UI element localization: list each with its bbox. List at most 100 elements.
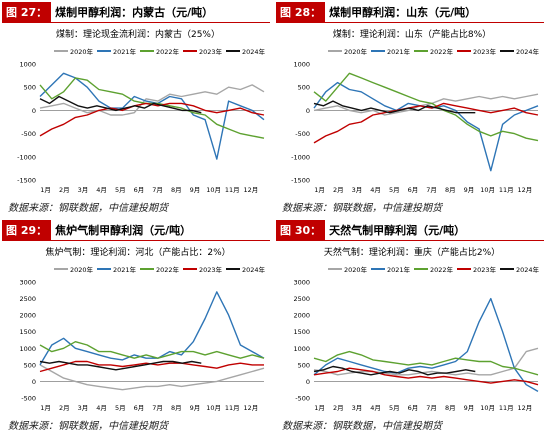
y-tick-label: 1000	[293, 61, 310, 69]
y-tick-label: -500	[21, 130, 36, 138]
x-tick-label: 8月	[445, 186, 456, 194]
figure-header: 图 30： 天然气制甲醇利润（元/吨）	[276, 220, 544, 241]
legend-label: 2021年	[113, 265, 137, 274]
series-line-2022年	[313, 350, 539, 376]
x-tick-label: 8月	[171, 186, 182, 194]
series-line-2023年	[313, 367, 539, 386]
legend-label: 2020年	[70, 47, 94, 56]
series-line-2023年	[39, 102, 265, 137]
legend-label: 2023年	[199, 265, 223, 274]
y-tick-label: 0	[32, 107, 36, 115]
series-line-2024年	[39, 360, 202, 371]
legend-label: 2024年	[242, 47, 266, 56]
y-tick-label: -500	[295, 130, 310, 138]
series-line-2020年	[313, 347, 539, 376]
x-tick-label: 10月	[206, 404, 221, 412]
x-tick-label: 7月	[426, 404, 437, 412]
series-line-2020年	[313, 93, 539, 116]
figure-source: 数据来源：钢联数据，中信建投期货	[282, 203, 442, 214]
x-tick-label: 6月	[134, 404, 145, 412]
y-tick-label: 0	[306, 378, 310, 386]
figure-panel-28: 图 28： 煤制甲醇利润：山东（元/吨） 煤制：理论利润：山东（产能占比8%） 2…	[276, 0, 548, 216]
figure-number-badge: 图 29：	[2, 220, 52, 240]
figure-source: 数据来源：钢联数据，中信建投期货	[8, 421, 168, 432]
x-tick-label: 5月	[115, 404, 126, 412]
y-tick-label: 1000	[19, 345, 36, 353]
y-tick-label: 500	[298, 84, 310, 92]
y-tick-label: 1500	[293, 328, 310, 336]
x-tick-label: 9月	[464, 404, 475, 412]
x-tick-label: 1月	[40, 404, 51, 412]
x-tick-label: 3月	[352, 186, 363, 194]
x-tick-label: 5月	[115, 186, 126, 194]
x-tick-label: 10月	[206, 186, 221, 194]
legend-label: 2021年	[387, 47, 411, 56]
legend-label: 2020年	[70, 265, 94, 274]
x-tick-label: 2月	[59, 404, 70, 412]
y-tick-label: 500	[24, 84, 36, 92]
legend-label: 2020年	[344, 47, 368, 56]
x-tick-label: 9月	[190, 186, 201, 194]
legend-label: 2022年	[156, 265, 180, 274]
legend-label: 2020年	[344, 265, 368, 274]
y-tick-label: 2000	[293, 312, 310, 320]
chart-inner-mongolia: 煤制：理论现金流利润：内蒙古（25%） 2020年 2021年 2022年 2023年 2…	[17, 28, 266, 194]
x-tick-label: 4月	[96, 404, 107, 412]
series-line-2020年	[39, 364, 265, 391]
chart-title: 天然气制：理论利润：重庆（产能占比2%）	[324, 246, 500, 258]
series-line-2020年	[39, 84, 265, 116]
y-tick-label: 2500	[293, 295, 310, 303]
x-tick-label: 4月	[96, 186, 107, 194]
x-tick-label: 5月	[389, 186, 400, 194]
y-tick-label: 0	[32, 378, 36, 386]
legend-label: 2023年	[199, 47, 223, 56]
y-tick-label: -1500	[17, 177, 36, 185]
series-line-2024年	[39, 95, 202, 114]
y-tick-label: 1000	[19, 61, 36, 69]
legend-label: 2021年	[387, 265, 411, 274]
figure-source: 数据来源：钢联数据，中信建投期货	[282, 421, 442, 432]
chart-title: 煤制：理论现金流利润：内蒙古（25%）	[56, 28, 220, 40]
x-tick-label: 9月	[190, 404, 201, 412]
x-tick-label: 3月	[78, 404, 89, 412]
x-tick-label: 10月	[480, 186, 495, 194]
y-tick-label: 3000	[293, 279, 310, 287]
chart-hebei-coke-gas: 焦炉气制：理论利润：河北（产能占比：2%） 2020年 2021年 2022年 2023…	[19, 246, 266, 412]
x-tick-label: 12月	[518, 186, 533, 194]
x-tick-label: 7月	[152, 404, 163, 412]
x-tick-label: 8月	[445, 404, 456, 412]
figure-header: 图 28： 煤制甲醇利润：山东（元/吨）	[276, 2, 544, 23]
legend-label: 2021年	[113, 47, 137, 56]
legend-label: 2024年	[516, 265, 540, 274]
y-tick-label: 2000	[19, 312, 36, 320]
x-tick-label: 1月	[314, 186, 325, 194]
x-tick-label: 4月	[370, 186, 381, 194]
x-tick-label: 5月	[389, 404, 400, 412]
y-tick-label: -1000	[17, 153, 36, 161]
x-tick-label: 11月	[225, 186, 240, 194]
y-tick-label: 0	[306, 107, 310, 115]
y-tick-label: -500	[295, 395, 310, 403]
y-tick-label: 500	[298, 361, 310, 369]
series-line-2021年	[313, 81, 539, 172]
series-line-2022年	[313, 72, 539, 142]
x-tick-label: 12月	[244, 404, 259, 412]
x-tick-label: 2月	[333, 186, 344, 194]
legend-label: 2023年	[473, 265, 497, 274]
series-line-2022年	[39, 340, 265, 359]
x-tick-label: 2月	[59, 186, 70, 194]
x-tick-label: 11月	[499, 404, 514, 412]
legend-label: 2024年	[242, 265, 266, 274]
chart-title: 煤制：理论利润：山东（产能占比8%）	[333, 28, 491, 40]
chart-title: 焦炉气制：理论利润：河北（产能占比：2%）	[45, 246, 230, 258]
y-tick-label: 1000	[293, 345, 310, 353]
series-line-2021年	[313, 297, 539, 393]
figure-panel-29: 图 29： 焦炉气制甲醇利润（元/吨） 焦炉气制：理论利润：河北（产能占比：2%…	[2, 218, 274, 434]
figure-header: 图 29： 焦炉气制甲醇利润（元/吨）	[2, 220, 270, 241]
figure-number-badge: 图 27：	[2, 2, 52, 22]
y-tick-label: 1500	[19, 328, 36, 336]
chart-chongqing-natural-gas: 天然气制：理论利润：重庆（产能占比2%） 2020年 2021年 2022年 2023年…	[293, 246, 540, 412]
figure-title: 煤制甲醇利润：山东（元/吨）	[329, 6, 477, 19]
y-tick-label: 500	[24, 361, 36, 369]
x-tick-label: 2月	[333, 404, 344, 412]
